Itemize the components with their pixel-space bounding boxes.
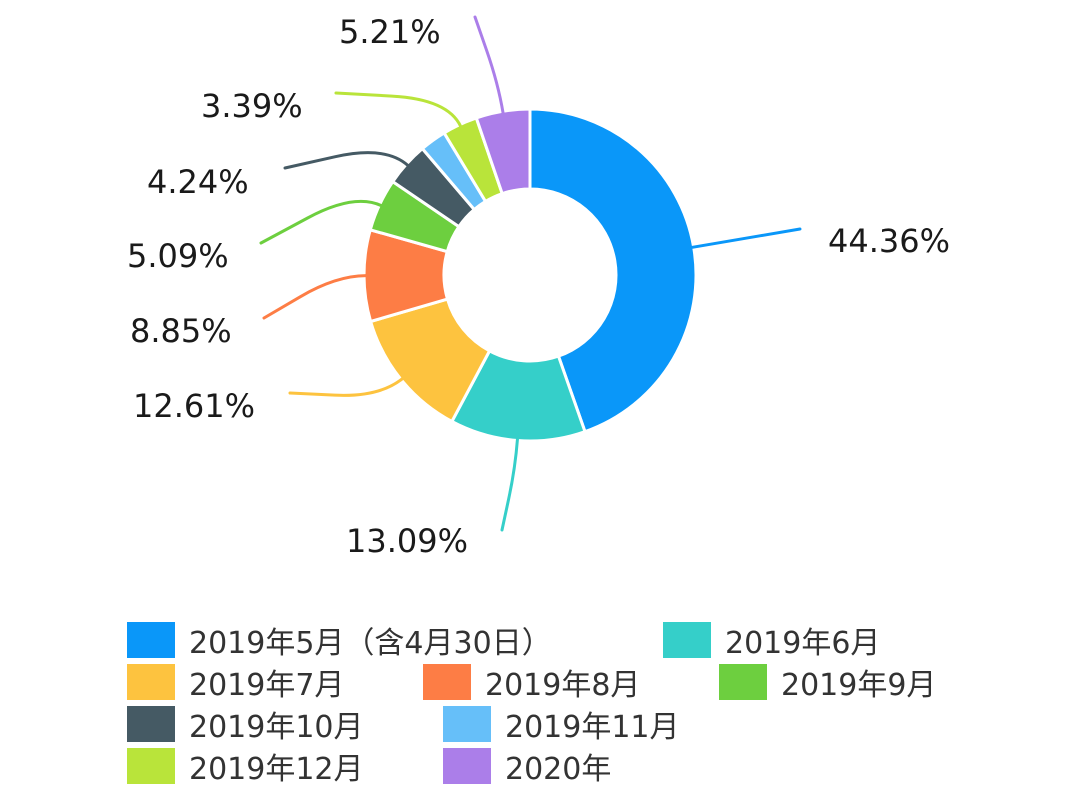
- legend-label: 2019年11月: [505, 710, 680, 745]
- data-label-5: 5.09%: [127, 237, 229, 275]
- leader-line-8: [334, 91, 463, 128]
- legend-swatch: [127, 664, 175, 700]
- legend-label: 2019年8月: [485, 668, 641, 703]
- legend-item-7: 2019年11月: [443, 704, 680, 745]
- leader-line-4: [262, 274, 368, 320]
- legend-swatch: [127, 706, 175, 742]
- legend-swatch: [423, 664, 471, 700]
- data-label-6: 4.24%: [147, 163, 249, 201]
- legend-item-2: 2019年6月: [663, 620, 881, 661]
- legend-swatch: [127, 748, 175, 784]
- leader-line-6: [283, 151, 410, 170]
- legend-label: 2019年6月: [725, 626, 881, 661]
- leader-line-2: [500, 437, 520, 532]
- legend-swatch: [443, 748, 491, 784]
- data-label-9: 5.21%: [339, 13, 441, 51]
- legend-item-9: 2020年: [443, 746, 612, 787]
- legend-label: 2019年5月（含4月30日）: [189, 626, 552, 661]
- legend-label: 2019年7月: [189, 668, 345, 703]
- leader-line-1: [690, 227, 802, 249]
- legend-label: 2019年10月: [189, 710, 364, 745]
- legend-swatch: [719, 664, 767, 700]
- legend-item-8: 2019年12月: [127, 746, 364, 787]
- legend-item-4: 2019年8月: [423, 662, 641, 703]
- donut-slice-9: [474, 107, 532, 196]
- legend-item-1: 2019年5月（含4月30日）: [127, 620, 552, 661]
- leader-line-3: [288, 376, 405, 397]
- legend-label: 2019年12月: [189, 752, 364, 787]
- legend-item-5: 2019年9月: [719, 662, 937, 703]
- leader-line-5: [259, 199, 383, 245]
- legend-swatch: [127, 622, 175, 658]
- leader-line-9: [473, 15, 505, 115]
- donut-plot-area: 44.36% 13.09% 12.61% 8.85% 5.09% 4.24% 3.39% 5.…: [127, 13, 950, 560]
- data-label-2: 13.09%: [346, 522, 468, 560]
- donut-slice-1: [528, 107, 698, 434]
- legend-swatch: [443, 706, 491, 742]
- legend-label: 2020年: [505, 752, 612, 787]
- chart-legend: 2019年5月（含4月30日） 2019年6月 2019年7月 2019年8月 2019…: [0, 600, 1080, 805]
- legend-swatch: [663, 622, 711, 658]
- data-label-1: 44.36%: [828, 222, 950, 260]
- data-label-8: 3.39%: [201, 87, 303, 125]
- legend-item-3: 2019年7月: [127, 662, 345, 703]
- data-label-4: 8.85%: [130, 312, 232, 350]
- data-label-3: 12.61%: [133, 387, 255, 425]
- legend-label: 2019年9月: [781, 668, 937, 703]
- legend-item-6: 2019年10月: [127, 704, 364, 745]
